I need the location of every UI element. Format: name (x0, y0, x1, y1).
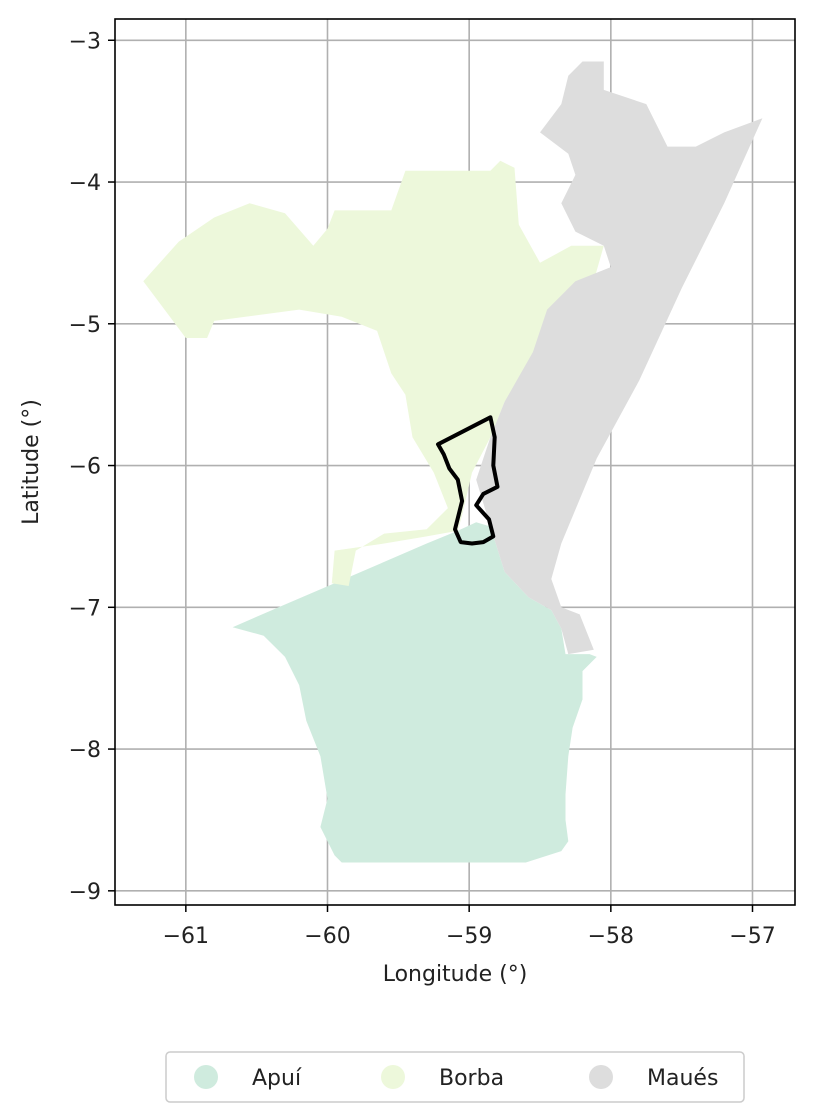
y-axis-ticks: −3 −4 −5 −6 −7 −8 −9 (69, 29, 115, 905)
x-tick-label-4: −57 (729, 924, 775, 949)
outline-polygon (436, 415, 500, 546)
y-tick-label-3: −6 (69, 455, 101, 480)
y-tick-label-6: −9 (69, 880, 101, 905)
y-tick-label-5: −8 (69, 738, 101, 763)
legend-marker-0 (194, 1065, 218, 1089)
plot-frame (114, 18, 796, 906)
region-2 (476, 61, 763, 655)
legend-label-0: Apuí (252, 1066, 302, 1091)
legend: Apuí Borba Maués (165, 1051, 745, 1103)
legend-marker-2 (589, 1065, 613, 1089)
x-tick-label-0: −61 (163, 924, 209, 949)
x-axis-ticks: −61 −60 −59 −58 −57 (163, 905, 776, 949)
x-tick-label-2: −59 (446, 924, 492, 949)
highlight-outline (436, 415, 500, 546)
y-tick-label-4: −7 (69, 596, 101, 621)
region-0 (232, 522, 597, 863)
y-axis-label: Latitude (°) (19, 399, 44, 525)
x-axis-label: Longitude (°) (383, 962, 528, 987)
legend-label-1: Borba (439, 1066, 504, 1091)
y-tick-label-2: −5 (69, 313, 101, 338)
x-tick-label-1: −60 (304, 924, 350, 949)
region-1 (143, 160, 604, 587)
legend-box (165, 1051, 745, 1103)
region-polygons (143, 61, 763, 863)
x-tick-label-3: −58 (588, 924, 634, 949)
legend-marker-1 (381, 1065, 405, 1089)
y-tick-label-0: −3 (69, 29, 101, 54)
legend-label-2: Maués (647, 1066, 718, 1091)
y-tick-label-1: −4 (69, 171, 101, 196)
